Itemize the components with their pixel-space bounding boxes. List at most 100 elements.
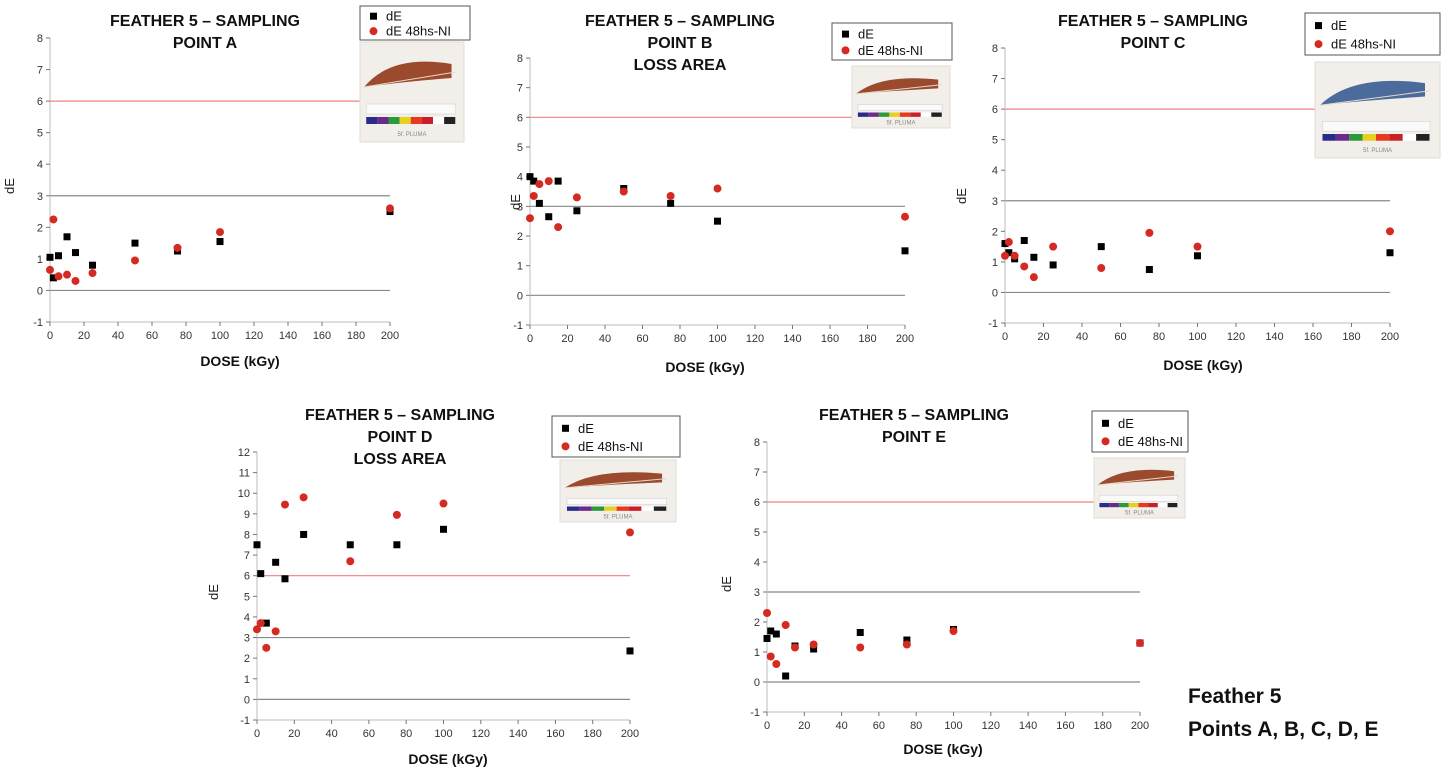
- data-point-de48: [535, 180, 544, 189]
- color-swatch: [641, 506, 654, 511]
- data-point-de48: [386, 204, 394, 213]
- x-tick-label: 20: [288, 728, 300, 740]
- x-tick-label: 100: [434, 728, 452, 740]
- data-point-de: [1020, 237, 1028, 244]
- data-point-de48: [1145, 228, 1154, 237]
- caption-line-1: Feather 5: [1188, 685, 1282, 708]
- x-tick-label: 20: [561, 333, 573, 345]
- data-point-de48: [1004, 238, 1013, 247]
- y-tick-label: 6: [37, 96, 43, 108]
- data-point-de: [300, 530, 308, 538]
- data-point-de48: [54, 272, 63, 281]
- data-point-de48: [1029, 273, 1038, 282]
- color-swatch: [1138, 503, 1149, 508]
- data-point-de: [763, 635, 771, 642]
- y-tick-label: 4: [37, 159, 43, 171]
- data-point-de: [667, 199, 675, 207]
- y-tick-label: 0: [754, 677, 760, 689]
- y-tick-label: 2: [244, 653, 250, 665]
- x-tick-label: 120: [982, 720, 1000, 732]
- y-tick-label: 2: [992, 226, 998, 238]
- y-axis-label: dE: [954, 188, 969, 204]
- color-swatch: [388, 117, 400, 124]
- x-tick-label: 100: [211, 330, 229, 342]
- data-point-de: [554, 177, 562, 185]
- y-tick-label: 11: [239, 468, 250, 480]
- data-point-de48: [809, 640, 818, 649]
- legend-label-de48: dE 48hs-NI: [1331, 37, 1396, 52]
- chart-title-line: FEATHER 5 – SAMPLING: [585, 13, 775, 30]
- y-tick-label: 5: [517, 142, 523, 154]
- photo-frame: [851, 65, 951, 129]
- color-swatch: [566, 506, 580, 511]
- feather-shape: [564, 472, 663, 488]
- chart-title-line: FEATHER 5 – SAMPLING: [305, 407, 495, 424]
- legend-marker-de: [1315, 22, 1322, 30]
- caption-line-2: Points A, B, C, D, E: [1188, 718, 1379, 741]
- x-axis-label: DOSE (kGy): [408, 751, 487, 767]
- data-point-de: [46, 253, 54, 261]
- y-axis-label: dE: [2, 178, 17, 194]
- feather-shape: [364, 61, 452, 87]
- color-swatch: [579, 506, 592, 511]
- color-swatch: [889, 112, 900, 117]
- data-point-de48: [949, 627, 958, 635]
- color-swatch: [931, 112, 942, 117]
- y-tick-label: 8: [37, 33, 43, 45]
- x-tick-label: 40: [599, 333, 611, 345]
- x-tick-label: 120: [1227, 331, 1245, 343]
- y-tick-label: 2: [754, 617, 760, 629]
- y-tick-label: 3: [992, 196, 998, 208]
- y-tick-label: 4: [244, 612, 250, 624]
- legend-marker-de: [562, 424, 569, 432]
- photo-caption: 5f. PLUMA: [603, 514, 632, 520]
- x-tick-label: 60: [636, 333, 648, 345]
- x-tick-label: 80: [1153, 331, 1165, 343]
- legend-marker-de48: [1314, 40, 1323, 49]
- x-tick-label: 180: [347, 330, 365, 342]
- color-swatch: [410, 117, 422, 124]
- data-point-de: [281, 575, 289, 583]
- data-point-de: [530, 177, 538, 185]
- feather-photo: 5f. PLUMA: [559, 459, 677, 523]
- data-point-de: [72, 249, 79, 257]
- chart-title-line: LOSS AREA: [354, 451, 447, 468]
- data-point-de: [545, 213, 553, 221]
- x-axis-label: DOSE (kGy): [200, 353, 279, 369]
- x-tick-label: 100: [708, 333, 726, 345]
- data-point-de48: [1010, 251, 1019, 260]
- x-tick-label: 80: [910, 720, 922, 732]
- data-point-de: [782, 672, 790, 680]
- color-swatch: [1157, 503, 1168, 508]
- legend-marker-de: [370, 12, 377, 20]
- legend-marker-de: [842, 30, 849, 38]
- legend-box: [1304, 12, 1441, 56]
- x-tick-label: 200: [381, 330, 399, 342]
- data-point-de48: [1136, 639, 1144, 647]
- y-tick-label: 1: [37, 254, 43, 266]
- legend-label-de: dE: [1331, 18, 1347, 33]
- y-tick-label: -1: [240, 715, 250, 727]
- x-tick-label: 80: [180, 330, 192, 342]
- data-point-de48: [49, 215, 58, 224]
- y-tick-label: -1: [988, 318, 998, 330]
- data-point-de48: [280, 500, 289, 509]
- x-tick-label: 40: [112, 330, 124, 342]
- y-tick-label: 0: [992, 287, 998, 299]
- data-point-de: [535, 199, 543, 207]
- photo-frame: [359, 41, 465, 143]
- feather-photo: 5f. PLUMA: [1093, 457, 1186, 519]
- color-swatch: [1167, 503, 1178, 508]
- data-point-de48: [901, 212, 909, 221]
- y-tick-label: 3: [754, 587, 760, 599]
- y-tick-label: 8: [517, 53, 523, 65]
- chart-title-line: LOSS AREA: [634, 57, 727, 74]
- color-swatch: [920, 112, 932, 117]
- data-point-de: [55, 252, 62, 260]
- x-tick-label: 80: [674, 333, 686, 345]
